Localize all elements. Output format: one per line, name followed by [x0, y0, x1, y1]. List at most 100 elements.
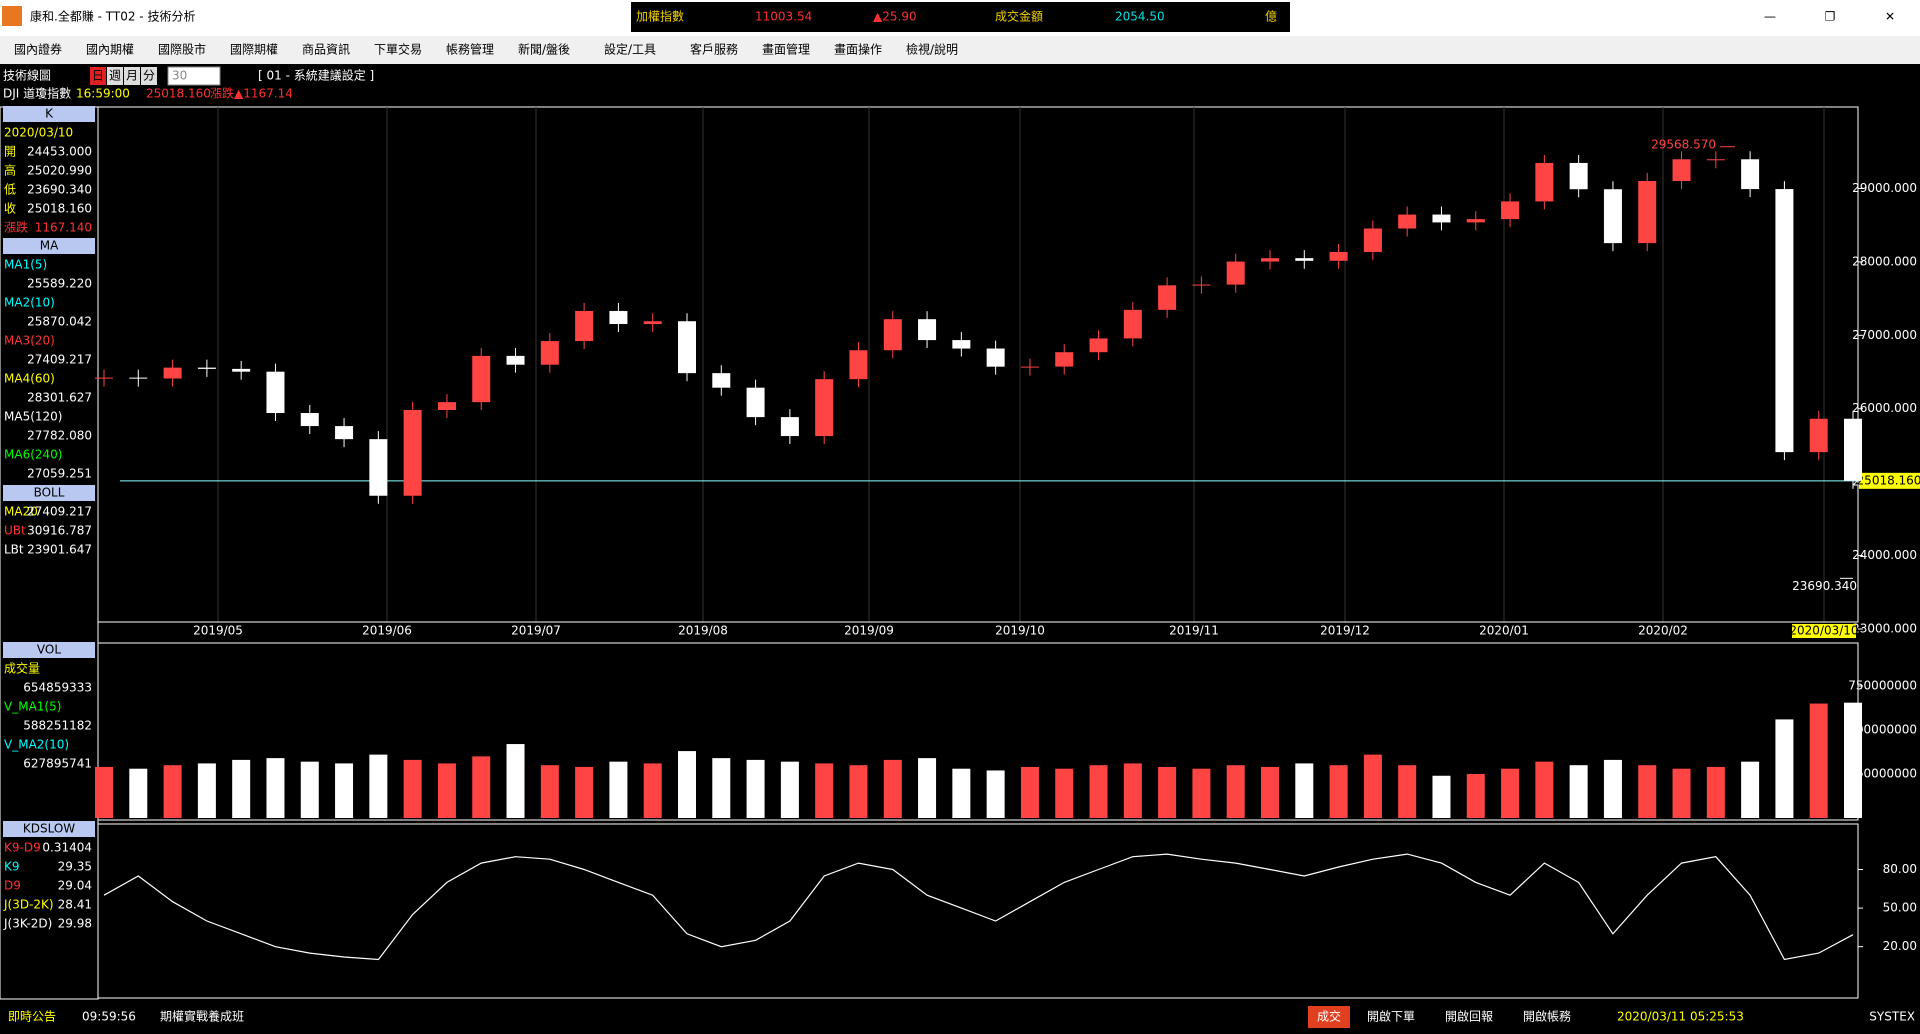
- candle: [1466, 219, 1485, 223]
- minutes[interactable]: 30: [172, 69, 187, 83]
- volume-bar: [1158, 766, 1177, 818]
- period-label[interactable]: 分: [143, 69, 155, 83]
- menu-item[interactable]: 畫面操作: [834, 42, 882, 57]
- candle: [1706, 159, 1725, 161]
- row-value: 28301.627: [27, 391, 92, 405]
- volume-bar: [1089, 765, 1108, 818]
- section-header-label: K: [45, 107, 54, 121]
- row-value: 25018.160: [27, 202, 92, 216]
- y-tick-label: 24000.000: [1852, 548, 1917, 562]
- period-button[interactable]: [141, 67, 157, 85]
- candle: [1569, 162, 1588, 190]
- status-button[interactable]: 開啟下單: [1367, 1009, 1415, 1024]
- y-tick-label: 750000000: [1848, 678, 1917, 692]
- menu-item[interactable]: 畫面管理: [762, 42, 810, 57]
- volume-bar: [1466, 773, 1485, 818]
- date-label: 2019/06: [362, 624, 412, 638]
- menu-item[interactable]: 客戶服務: [690, 42, 738, 57]
- row-label: 低: [4, 183, 16, 197]
- y-tick-label: 50.00: [1883, 901, 1917, 915]
- candle: [746, 387, 765, 418]
- menu-item[interactable]: 國際期權: [230, 43, 278, 57]
- menu-item[interactable]: 國際股市: [158, 42, 206, 57]
- volume-bar: [300, 761, 319, 818]
- period-label[interactable]: 週: [109, 69, 121, 83]
- period-label[interactable]: 日: [92, 69, 104, 83]
- row-label: J(3D-2K): [3, 898, 54, 912]
- candle: [1089, 338, 1108, 353]
- menu-item[interactable]: 檢視/說明: [906, 42, 958, 57]
- k-line: [103, 853, 1854, 961]
- period-button[interactable]: [90, 67, 106, 85]
- date-label: 2019/09: [844, 624, 894, 638]
- period-label[interactable]: 月: [126, 69, 138, 83]
- y-tick-label: 250000000: [1848, 766, 1917, 780]
- volume-bar: [780, 761, 799, 818]
- volume-bar: [1432, 775, 1451, 818]
- menu-item[interactable]: 下單交易: [374, 42, 422, 57]
- menu-item[interactable]: 帳務管理: [446, 42, 494, 57]
- menu-item[interactable]: 新聞/盤後: [518, 42, 570, 57]
- volume-bar: [883, 759, 902, 818]
- section-header: [3, 238, 95, 254]
- volume-bar: [1569, 765, 1588, 818]
- row-value: 654859333: [23, 681, 92, 695]
- volume-bar: [1261, 766, 1279, 818]
- candle: [1775, 189, 1794, 453]
- window-control[interactable]: —: [1764, 10, 1776, 24]
- volume-bar: [266, 758, 285, 818]
- menu-item[interactable]: 商品資訊: [302, 42, 350, 57]
- last-price-box: [1859, 472, 1920, 489]
- row-label: MA20: [4, 505, 38, 519]
- candle: [472, 355, 491, 403]
- date-highlight: [1792, 624, 1856, 638]
- minutes-box[interactable]: [167, 66, 221, 86]
- volume-bar: [540, 765, 559, 818]
- section-header-label: BOLL: [34, 486, 65, 500]
- ticker-change: ▲25.90: [873, 10, 917, 24]
- menu-item[interactable]: 國內期權: [86, 43, 134, 57]
- y-tick-label: 26000.000: [1852, 401, 1917, 415]
- volume-panel: [97, 642, 1859, 821]
- candle: [1226, 261, 1245, 285]
- status-button[interactable]: 開啟帳務: [1523, 1009, 1571, 1024]
- status-bar: [0, 1004, 1920, 1030]
- candle: [506, 355, 525, 365]
- period-button[interactable]: [107, 67, 123, 85]
- status-button[interactable]: 成交: [1317, 1009, 1341, 1024]
- row-value: 24453.000: [27, 145, 92, 159]
- notice-time: 09:59:56: [82, 1010, 136, 1024]
- status-button-bg[interactable]: [1308, 1006, 1350, 1028]
- volume-bar: [609, 761, 628, 818]
- volume-bar: [1363, 754, 1382, 818]
- candle: [1432, 214, 1451, 223]
- volume-bar: [815, 763, 834, 818]
- period-button[interactable]: [124, 67, 140, 85]
- volume-bar: [1501, 768, 1520, 818]
- left-panel: [0, 106, 99, 1000]
- candle: [986, 348, 1005, 367]
- volume-bar: [1741, 761, 1760, 818]
- candle: [1603, 189, 1622, 244]
- candle: [1020, 366, 1039, 368]
- row-label: K9-D9: [4, 841, 41, 855]
- candle: [849, 350, 868, 380]
- y-tick-label: 500000000: [1848, 722, 1917, 736]
- window-control[interactable]: ❐: [1825, 10, 1836, 24]
- menu-item[interactable]: 設定/工具: [604, 42, 656, 57]
- quote-time: 16:59:00: [76, 87, 130, 101]
- window-control[interactable]: ✕: [1885, 10, 1895, 24]
- candle: [815, 379, 834, 437]
- menu-item[interactable]: 國內證券: [14, 42, 62, 57]
- candle: [232, 368, 251, 372]
- row-value: 23690.340: [27, 183, 92, 197]
- section-header: [3, 485, 95, 501]
- row-label: K9: [4, 860, 20, 874]
- volume-bar: [849, 765, 868, 818]
- section-header-label: MA: [40, 239, 59, 253]
- row-label: D9: [4, 879, 21, 893]
- date-label: 2020/01: [1479, 624, 1529, 638]
- notice: 即時公告: [8, 1010, 56, 1024]
- status-button[interactable]: 開啟回報: [1445, 1009, 1493, 1024]
- candle: [712, 373, 731, 388]
